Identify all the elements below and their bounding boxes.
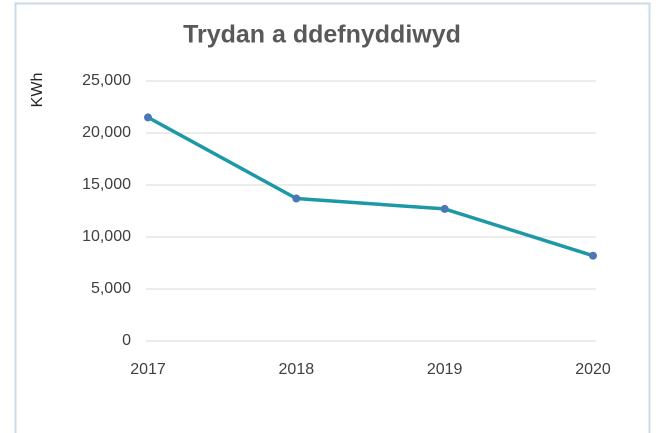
marker: [292, 194, 301, 203]
y-tick-label: 25,000: [82, 72, 131, 89]
marker: [589, 251, 597, 260]
marker: [144, 113, 152, 122]
y-tick-label: 0: [122, 332, 131, 349]
line: [147, 115, 594, 258]
y-axis-label: KWh: [29, 73, 46, 108]
x-tick-label: 2017: [130, 361, 166, 378]
chart-title: Trydan a ddefnyddiwyd: [183, 21, 461, 49]
x-tick-label: 2018: [279, 361, 315, 378]
chart-frame: [14, 2, 651, 433]
x-tick-label: 2019: [427, 361, 463, 378]
y-tick-label: 20,000: [82, 124, 131, 141]
y-tick-label: 15,000: [82, 176, 131, 193]
x-tick-label: 2020: [575, 361, 611, 378]
y-tick-label: 5,000: [91, 280, 131, 297]
marker: [440, 204, 449, 213]
y-tick-label: 10,000: [82, 228, 131, 245]
